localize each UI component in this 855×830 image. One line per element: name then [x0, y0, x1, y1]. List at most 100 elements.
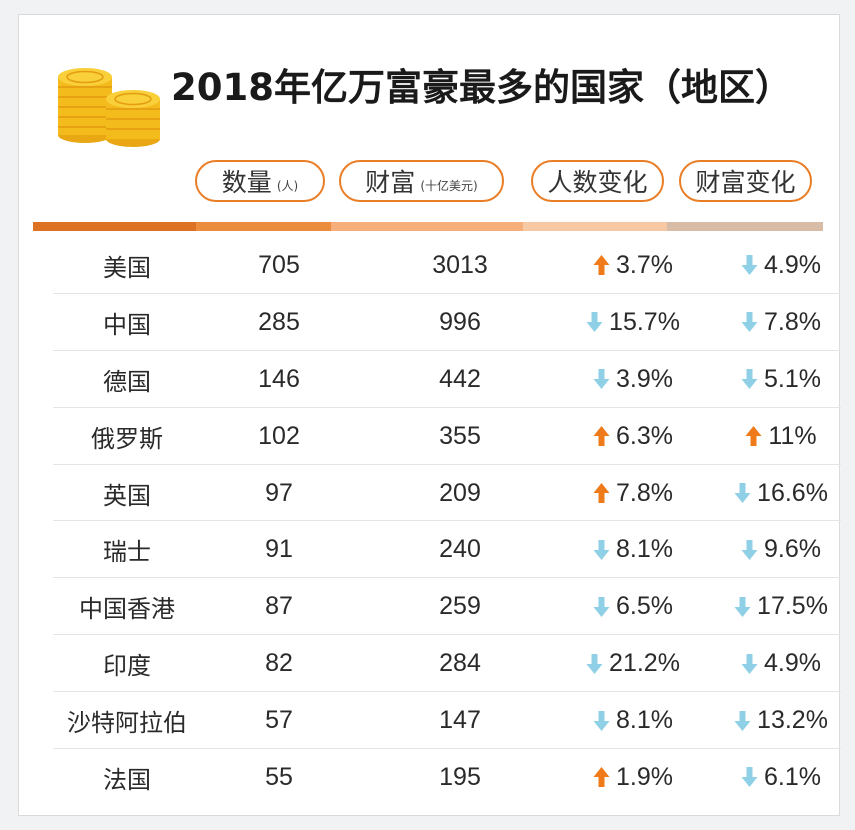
- country-name-text: 印度: [103, 652, 151, 681]
- people-change-value: 6.5%: [573, 578, 693, 635]
- count-value-text: 705: [258, 250, 300, 279]
- up-arrow-icon: [593, 767, 610, 788]
- country-name: 英国: [53, 465, 201, 522]
- table-row: 印度 82 284 21.2% 4.9%: [53, 635, 841, 693]
- down-arrow-icon: [741, 767, 758, 788]
- wealth-value: 147: [375, 692, 545, 749]
- count-value-text: 55: [265, 762, 293, 791]
- down-arrow-icon: [734, 483, 751, 503]
- people-change-value-text: 6.3%: [616, 421, 673, 450]
- down-arrow-icon: [734, 710, 751, 731]
- wealth-change-value: 7.8%: [721, 294, 841, 351]
- count-value: 55: [215, 749, 343, 806]
- table-row: 沙特阿拉伯 57 147 8.1% 13.2%: [53, 692, 841, 749]
- country-name-text: 瑞士: [103, 538, 151, 567]
- wealth-value: 3013: [375, 237, 545, 294]
- wealth-value: 996: [375, 294, 545, 351]
- people-change-value-text: 8.1%: [616, 706, 673, 735]
- table-row: 法国 55 195 1.9% 6.1%: [53, 749, 841, 806]
- wealth-change-value: 4.9%: [721, 237, 841, 294]
- count-value-text: 87: [265, 592, 293, 621]
- wealth-value: 209: [375, 465, 545, 522]
- wealth-change-value: 9.6%: [721, 521, 841, 578]
- country-name: 德国: [53, 351, 201, 408]
- people-change-value: 1.9%: [573, 749, 693, 806]
- infographic-card: 2018年亿万富豪最多的国家（地区） 数量 (人) 财富 (十亿美元) 人数变化…: [18, 14, 841, 816]
- people-change-value-text: 15.7%: [609, 307, 680, 336]
- country-name: 法国: [53, 749, 201, 806]
- wealth-value-text: 355: [439, 421, 481, 450]
- people-change-value-text: 21.2%: [609, 649, 680, 678]
- wealth-value-text: 195: [439, 762, 481, 791]
- wealth-change-value: 4.9%: [721, 635, 841, 692]
- country-name-text: 中国香港: [79, 595, 175, 624]
- page-title: 2018年亿万富豪最多的国家（地区）: [171, 66, 792, 109]
- people-change-value-text: 8.1%: [616, 535, 673, 564]
- down-arrow-icon: [593, 710, 610, 731]
- wealth-change-value-text: 5.1%: [764, 364, 821, 393]
- header-count-unit: (人): [276, 178, 299, 193]
- wealth-change-value-text: 16.6%: [757, 478, 828, 507]
- count-value-text: 97: [265, 478, 293, 507]
- down-arrow-icon: [741, 312, 758, 333]
- people-change-value: 3.7%: [573, 237, 693, 294]
- count-value: 91: [215, 521, 343, 578]
- people-change-value-text: 6.5%: [616, 592, 673, 621]
- people-change-value-text: 3.9%: [616, 364, 673, 393]
- down-arrow-icon: [586, 653, 603, 674]
- gold-coins-icon: [58, 68, 160, 147]
- header-bar-segment-1: [33, 222, 196, 231]
- wealth-change-value-text: 6.1%: [764, 762, 821, 791]
- count-value-text: 146: [258, 364, 300, 393]
- country-name-text: 法国: [103, 765, 151, 794]
- down-arrow-icon: [734, 596, 751, 617]
- down-arrow-icon: [586, 312, 603, 333]
- down-arrow-icon: [741, 653, 758, 674]
- wealth-change-value: 6.1%: [721, 749, 841, 806]
- header-bar-segment-3: [331, 222, 523, 231]
- down-arrow-icon: [593, 539, 610, 560]
- wealth-value-text: 3013: [432, 250, 488, 279]
- people-change-value-text: 1.9%: [616, 762, 673, 791]
- country-name: 沙特阿拉伯: [53, 692, 201, 749]
- wealth-value-text: 996: [439, 307, 481, 336]
- wealth-change-value: 5.1%: [721, 351, 841, 408]
- wealth-change-value-text: 4.9%: [764, 250, 821, 279]
- up-arrow-icon: [593, 483, 610, 503]
- header-wealth-change: 财富变化: [679, 160, 812, 202]
- wealth-value-text: 259: [439, 592, 481, 621]
- down-arrow-icon: [741, 255, 758, 276]
- wealth-value-text: 240: [439, 535, 481, 564]
- up-arrow-icon: [593, 426, 610, 447]
- header-count-label: 数量: [221, 168, 272, 197]
- table-row: 英国 97 209 7.8% 16.6%: [53, 465, 841, 522]
- wealth-change-value-text: 9.6%: [764, 535, 821, 564]
- count-value-text: 102: [258, 421, 300, 450]
- country-name: 中国香港: [53, 578, 201, 635]
- count-value: 82: [215, 635, 343, 692]
- country-name-text: 俄罗斯: [91, 424, 163, 453]
- wealth-change-value: 13.2%: [721, 692, 841, 749]
- wealth-change-value-text: 11%: [768, 421, 817, 450]
- wealth-change-value: 16.6%: [721, 465, 841, 522]
- country-name-text: 美国: [103, 253, 151, 282]
- count-value: 146: [215, 351, 343, 408]
- people-change-value: 3.9%: [573, 351, 693, 408]
- wealth-change-value: 17.5%: [721, 578, 841, 635]
- wealth-change-value-text: 17.5%: [757, 592, 828, 621]
- header-wealth-unit: (十亿美元): [420, 178, 478, 193]
- header-bar-segment-2: [196, 222, 331, 231]
- country-name: 印度: [53, 635, 201, 692]
- wealth-value: 355: [375, 408, 545, 465]
- wealth-change-value-text: 13.2%: [757, 706, 828, 735]
- people-change-value: 8.1%: [573, 521, 693, 578]
- table-row: 瑞士 91 240 8.1% 9.6%: [53, 521, 841, 579]
- table-row: 美国 705 3013 3.7% 4.9%: [53, 237, 841, 294]
- count-value: 97: [215, 465, 343, 522]
- wealth-value-text: 442: [439, 364, 481, 393]
- header-wealth-label: 财富: [365, 168, 416, 197]
- count-value: 57: [215, 692, 343, 749]
- wealth-value: 284: [375, 635, 545, 692]
- billionaire-table: 美国 705 3013 3.7% 4.9% 中国 285 996 15.7% 7.8% 德国 146 4…: [53, 237, 841, 806]
- table-row: 中国 285 996 15.7% 7.8%: [53, 294, 841, 351]
